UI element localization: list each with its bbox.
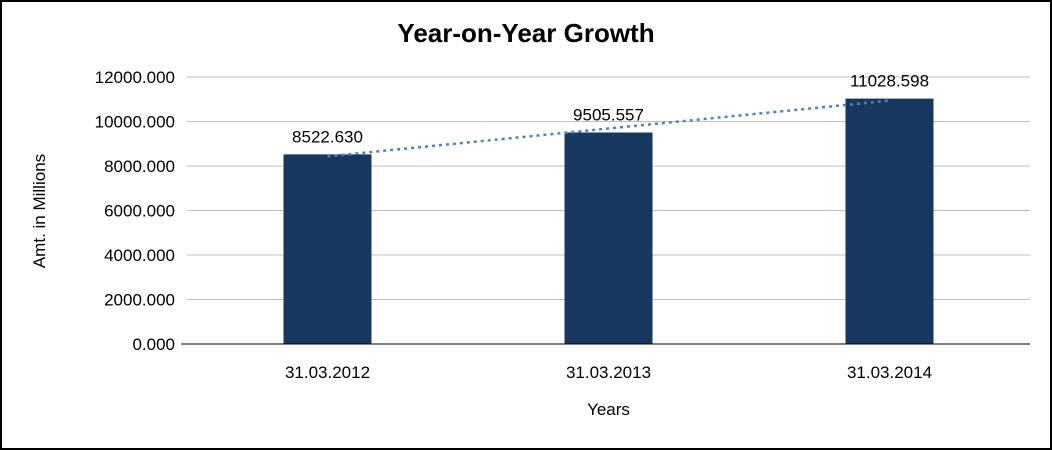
- bar: [283, 154, 372, 344]
- y-tick-label: 6000.000: [104, 202, 175, 221]
- y-tick-label: 4000.000: [104, 246, 175, 265]
- x-category-label: 31.03.2014: [847, 363, 932, 382]
- bar-data-label: 9505.557: [573, 106, 644, 125]
- bar-data-label: 11028.598: [850, 72, 929, 91]
- y-tick-label: 0.000: [132, 335, 175, 354]
- y-tick-label: 10000.000: [95, 113, 175, 132]
- chart-title: Year-on-Year Growth: [397, 18, 655, 48]
- y-tick-label: 2000.000: [104, 291, 175, 310]
- trend-line: [327, 99, 890, 158]
- bar: [845, 98, 934, 344]
- bar: [564, 132, 653, 344]
- y-tick-label: 8000.000: [104, 157, 175, 176]
- x-axis-title: Years: [587, 400, 630, 419]
- y-tick-label: 12000.000: [95, 68, 175, 87]
- y-axis-title: Amt. in Millions: [30, 153, 49, 269]
- x-category-label: 31.03.2012: [285, 363, 370, 382]
- bar-data-label: 8522.630: [292, 127, 363, 146]
- x-category-label: 31.03.2013: [566, 363, 651, 382]
